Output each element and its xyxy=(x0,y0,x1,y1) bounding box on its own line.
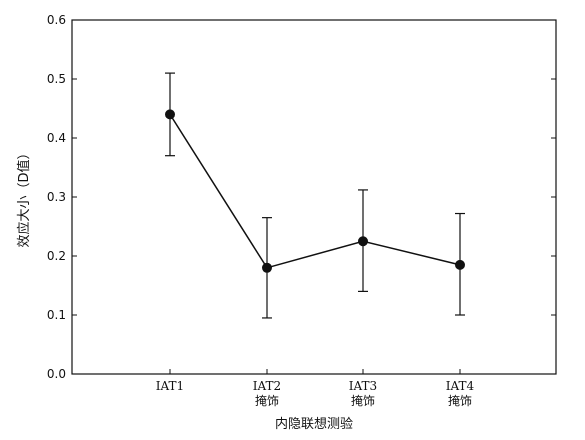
y-tick-label: 0.1 xyxy=(47,308,66,322)
plot-frame xyxy=(71,19,557,375)
series-layer xyxy=(165,72,465,319)
data-point xyxy=(262,262,272,273)
x-tick-sublabel: 掩饰 xyxy=(448,394,472,408)
y-tick-label: 0.6 xyxy=(47,13,66,27)
x-tick-label: IAT1 xyxy=(156,379,184,393)
data-point xyxy=(165,109,175,120)
data-point xyxy=(358,236,368,247)
x-tick-sublabel: 掩饰 xyxy=(351,394,375,408)
x-tick-label: IAT4 xyxy=(446,379,475,393)
y-tick-label: 0.0 xyxy=(47,367,66,381)
y-tick-label: 0.2 xyxy=(47,249,66,263)
y-axis: 0.0 0.1 0.2 0.3 0.4 0.5 0.6 xyxy=(47,13,556,381)
data-point xyxy=(455,259,465,270)
x-tick-sublabel: 掩饰 xyxy=(255,394,279,408)
y-axis-title: 效应大小（D值） xyxy=(16,146,32,247)
x-tick-label: IAT2 xyxy=(253,379,281,393)
x-axis-title: 内隐联想测验 xyxy=(275,416,353,432)
y-tick-label: 0.4 xyxy=(47,131,66,145)
y-tick-label: 0.5 xyxy=(47,72,66,86)
y-tick-label: 0.3 xyxy=(47,190,66,204)
x-tick-label: IAT3 xyxy=(349,379,377,393)
series-line xyxy=(169,113,461,269)
